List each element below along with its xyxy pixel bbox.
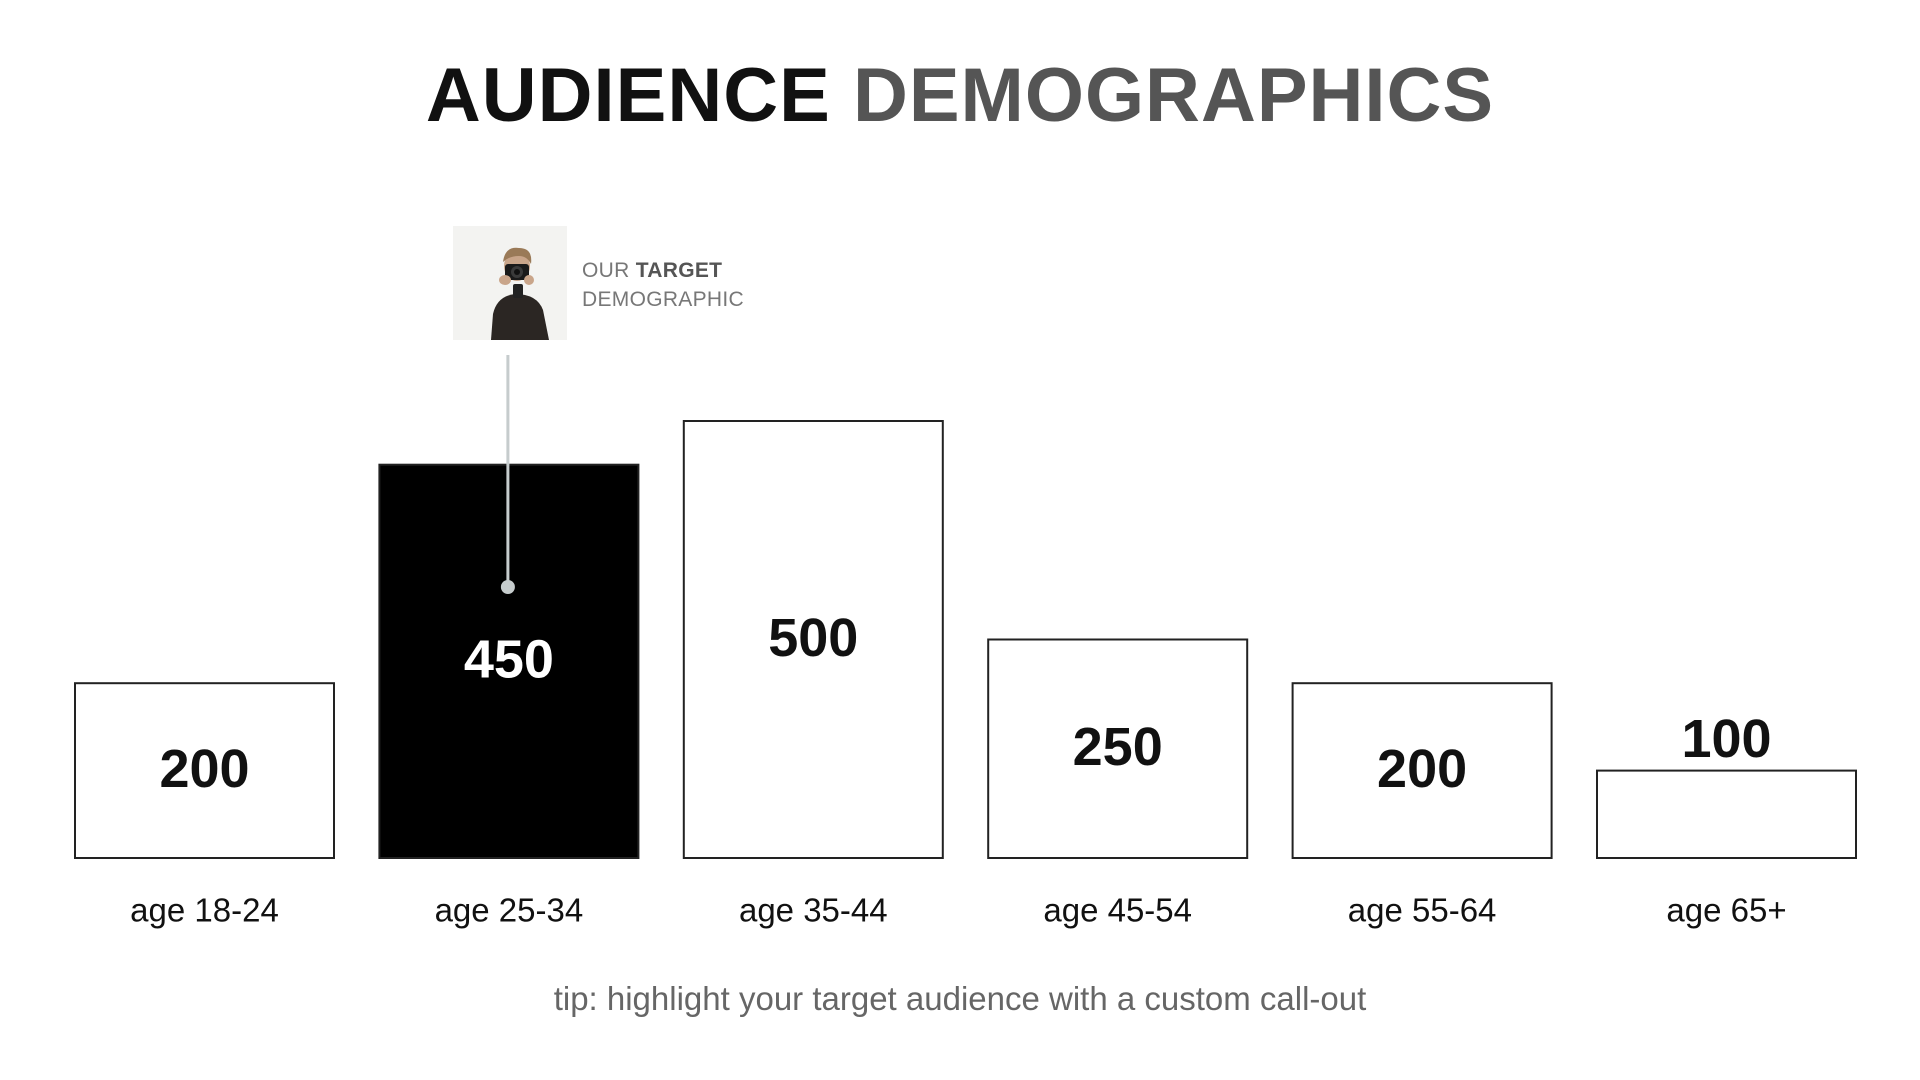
- category-label: age 18-24: [130, 892, 279, 929]
- bar-age-65-: [1596, 769, 1857, 859]
- callout-prefix: OUR: [582, 259, 630, 282]
- chart-title: AUDIENCE DEMOGRAPHICS: [0, 58, 1920, 134]
- title-part-grey: DEMOGRAPHICS: [852, 53, 1495, 138]
- bar-age-18-24: [74, 682, 335, 860]
- title-part-dark: AUDIENCE: [425, 53, 831, 138]
- target-callout: OUR TARGET DEMOGRAPHIC: [453, 226, 783, 341]
- tip-text: tip: highlight your target audience with…: [553, 980, 1367, 1017]
- bar-age-35-44: [682, 420, 944, 859]
- callout-line-1: OUR TARGET: [582, 256, 744, 285]
- callout-label: OUR TARGET DEMOGRAPHIC: [582, 256, 744, 314]
- photographer-photo-icon: [453, 226, 567, 340]
- bar-value-label: 250: [1073, 717, 1163, 777]
- callout-connector-dot: [500, 580, 515, 594]
- bar-value-label: 450: [464, 630, 554, 690]
- bar-value-label: 100: [1681, 709, 1771, 769]
- category-label: age 55-64: [1348, 892, 1497, 929]
- callout-line-2: DEMOGRAPHIC: [582, 288, 744, 311]
- bar-chart: 200 age 18-24 450 age 25-34 500 age 35-44 250 a…: [74, 355, 1857, 929]
- bar-age-45-54: [987, 638, 1249, 859]
- bar-value-label: 200: [1377, 739, 1467, 799]
- category-label: age 35-44: [739, 892, 888, 929]
- bar-value-label: 500: [768, 608, 858, 668]
- callout-strong: TARGET: [635, 259, 723, 282]
- bar-age-55-64: [1291, 682, 1553, 860]
- category-label: age 25-34: [435, 892, 584, 929]
- category-label: age 65+: [1666, 892, 1786, 929]
- bar-value-label: 200: [159, 739, 249, 799]
- category-label: age 45-54: [1043, 892, 1192, 929]
